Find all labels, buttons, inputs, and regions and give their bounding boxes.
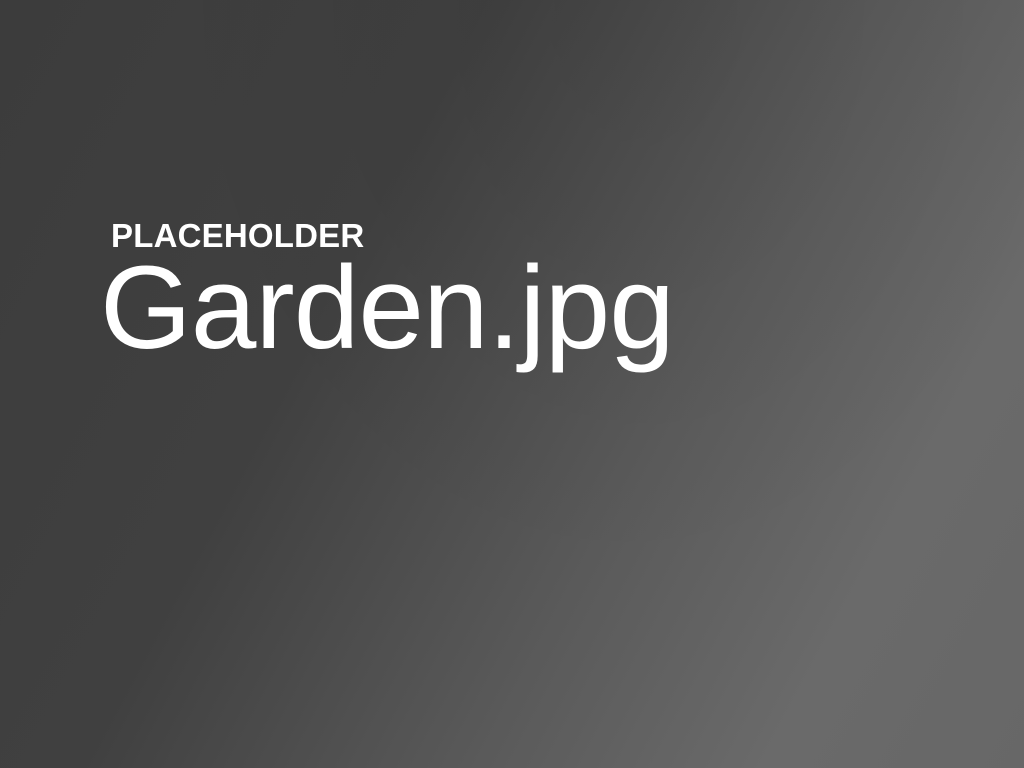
- image-filename: Garden.jpg: [100, 238, 674, 378]
